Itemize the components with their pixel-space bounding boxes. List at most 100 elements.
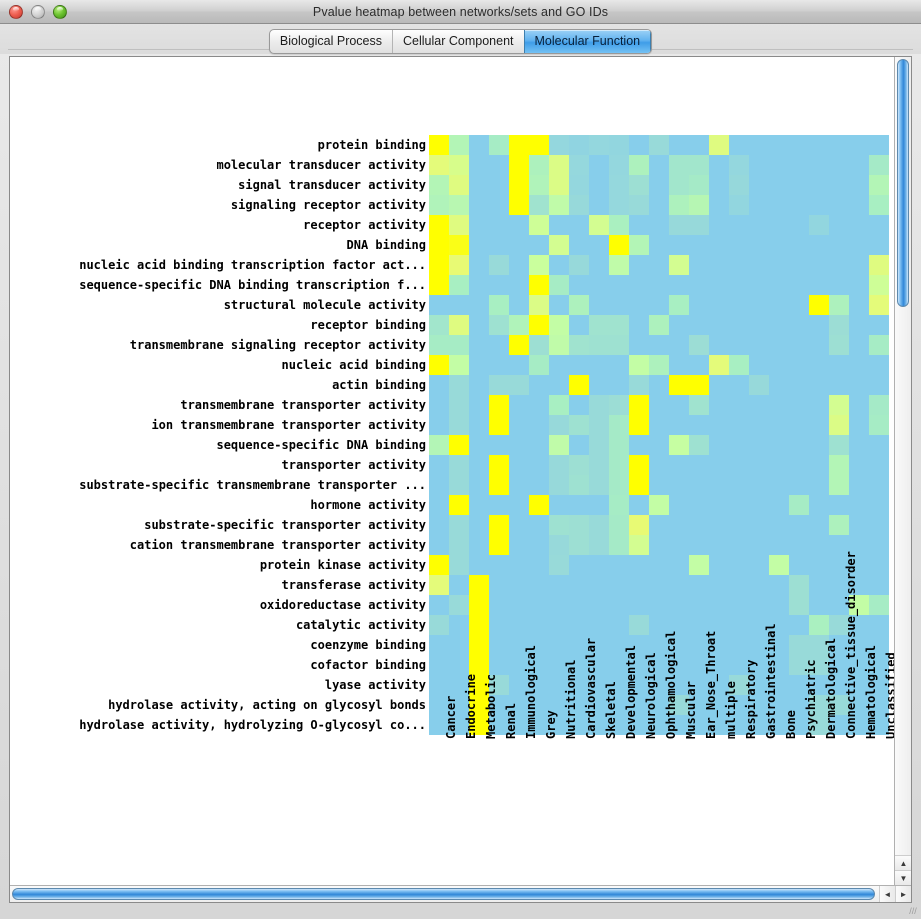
- heatmap-cell[interactable]: [589, 275, 609, 295]
- heatmap-cell[interactable]: [609, 355, 629, 375]
- heatmap-cell[interactable]: [709, 615, 729, 635]
- heatmap-cell[interactable]: [429, 395, 449, 415]
- heatmap-cell[interactable]: [849, 575, 869, 595]
- heatmap-cell[interactable]: [569, 615, 589, 635]
- heatmap-cell[interactable]: [789, 575, 809, 595]
- heatmap-cell[interactable]: [729, 435, 749, 455]
- heatmap-cell[interactable]: [669, 275, 689, 295]
- heatmap-cell[interactable]: [829, 235, 849, 255]
- heatmap-cell[interactable]: [849, 415, 869, 435]
- heatmap-cell[interactable]: [509, 535, 529, 555]
- heatmap-cell[interactable]: [669, 695, 689, 715]
- heatmap-cell[interactable]: [569, 395, 589, 415]
- heatmap-cell[interactable]: [809, 595, 829, 615]
- heatmap-cell[interactable]: [429, 295, 449, 315]
- heatmap-cell[interactable]: [769, 555, 789, 575]
- heatmap-cell[interactable]: [749, 595, 769, 615]
- heatmap-cell[interactable]: [429, 435, 449, 455]
- heatmap-cell[interactable]: [629, 495, 649, 515]
- heatmap-cell[interactable]: [629, 515, 649, 535]
- heatmap-cell[interactable]: [829, 355, 849, 375]
- heatmap-cell[interactable]: [549, 595, 569, 615]
- heatmap-cell[interactable]: [829, 695, 849, 715]
- heatmap-cell[interactable]: [609, 635, 629, 655]
- heatmap-cell[interactable]: [509, 275, 529, 295]
- heatmap-cell[interactable]: [689, 475, 709, 495]
- heatmap-cell[interactable]: [829, 155, 849, 175]
- heatmap-cell[interactable]: [429, 335, 449, 355]
- heatmap-cell[interactable]: [529, 715, 549, 735]
- heatmap-cell[interactable]: [829, 655, 849, 675]
- heatmap-cell[interactable]: [549, 655, 569, 675]
- heatmap-cell[interactable]: [529, 335, 549, 355]
- heatmap-cell[interactable]: [829, 375, 849, 395]
- heatmap-cell[interactable]: [829, 215, 849, 235]
- heatmap-cell[interactable]: [749, 275, 769, 295]
- heatmap-cell[interactable]: [729, 655, 749, 675]
- heatmap-cell[interactable]: [869, 675, 889, 695]
- heatmap-cell[interactable]: [529, 615, 549, 635]
- heatmap-cell[interactable]: [569, 215, 589, 235]
- heatmap-cell[interactable]: [449, 615, 469, 635]
- heatmap-cell[interactable]: [809, 155, 829, 175]
- heatmap-cell[interactable]: [669, 495, 689, 515]
- heatmap-cell[interactable]: [569, 695, 589, 715]
- heatmap-cell[interactable]: [549, 255, 569, 275]
- heatmap-cell[interactable]: [669, 555, 689, 575]
- heatmap-cell[interactable]: [589, 655, 609, 675]
- heatmap-cell[interactable]: [449, 135, 469, 155]
- close-button[interactable]: [9, 4, 23, 19]
- heatmap-cell[interactable]: [589, 635, 609, 655]
- heatmap-cell[interactable]: [649, 295, 669, 315]
- heatmap-cell[interactable]: [629, 335, 649, 355]
- heatmap-cell[interactable]: [549, 395, 569, 415]
- heatmap-cell[interactable]: [449, 195, 469, 215]
- heatmap-cell[interactable]: [629, 235, 649, 255]
- heatmap-cell[interactable]: [869, 255, 889, 275]
- heatmap-cell[interactable]: [709, 155, 729, 175]
- heatmap-cell[interactable]: [449, 175, 469, 195]
- heatmap-cell[interactable]: [509, 315, 529, 335]
- heatmap-cell[interactable]: [869, 215, 889, 235]
- heatmap-cell[interactable]: [729, 235, 749, 255]
- heatmap-cell[interactable]: [509, 395, 529, 415]
- heatmap-cell[interactable]: [569, 415, 589, 435]
- heatmap-cell[interactable]: [549, 195, 569, 215]
- heatmap-cell[interactable]: [829, 135, 849, 155]
- heatmap-cell[interactable]: [649, 515, 669, 535]
- heatmap-cell[interactable]: [669, 355, 689, 375]
- heatmap-cell[interactable]: [429, 535, 449, 555]
- heatmap-cell[interactable]: [869, 435, 889, 455]
- heatmap-cell[interactable]: [609, 375, 629, 395]
- heatmap-cell[interactable]: [649, 415, 669, 435]
- heatmap-cell[interactable]: [529, 695, 549, 715]
- heatmap-cell[interactable]: [849, 555, 869, 575]
- heatmap-cell[interactable]: [449, 635, 469, 655]
- heatmap-cell[interactable]: [489, 255, 509, 275]
- heatmap-cell[interactable]: [509, 475, 529, 495]
- heatmap-cell[interactable]: [509, 235, 529, 255]
- heatmap-cell[interactable]: [449, 675, 469, 695]
- heatmap-cell[interactable]: [469, 415, 489, 435]
- heatmap-cell[interactable]: [429, 555, 449, 575]
- heatmap-cell[interactable]: [869, 335, 889, 355]
- heatmap-cell[interactable]: [529, 515, 549, 535]
- heatmap-cell[interactable]: [669, 455, 689, 475]
- heatmap-cell[interactable]: [789, 675, 809, 695]
- heatmap-cell[interactable]: [469, 515, 489, 535]
- heatmap-cell[interactable]: [689, 175, 709, 195]
- heatmap-cell[interactable]: [829, 635, 849, 655]
- heatmap-cell[interactable]: [749, 155, 769, 175]
- heatmap-cell[interactable]: [509, 495, 529, 515]
- heatmap-cell[interactable]: [649, 455, 669, 475]
- heatmap-cell[interactable]: [429, 135, 449, 155]
- heatmap-cell[interactable]: [629, 655, 649, 675]
- heatmap-cell[interactable]: [549, 555, 569, 575]
- heatmap-cell[interactable]: [869, 635, 889, 655]
- heatmap-cell[interactable]: [569, 375, 589, 395]
- heatmap-cell[interactable]: [729, 455, 749, 475]
- heatmap-cell[interactable]: [669, 315, 689, 335]
- heatmap-cell[interactable]: [629, 595, 649, 615]
- heatmap-cell[interactable]: [769, 235, 789, 255]
- heatmap-cell[interactable]: [489, 315, 509, 335]
